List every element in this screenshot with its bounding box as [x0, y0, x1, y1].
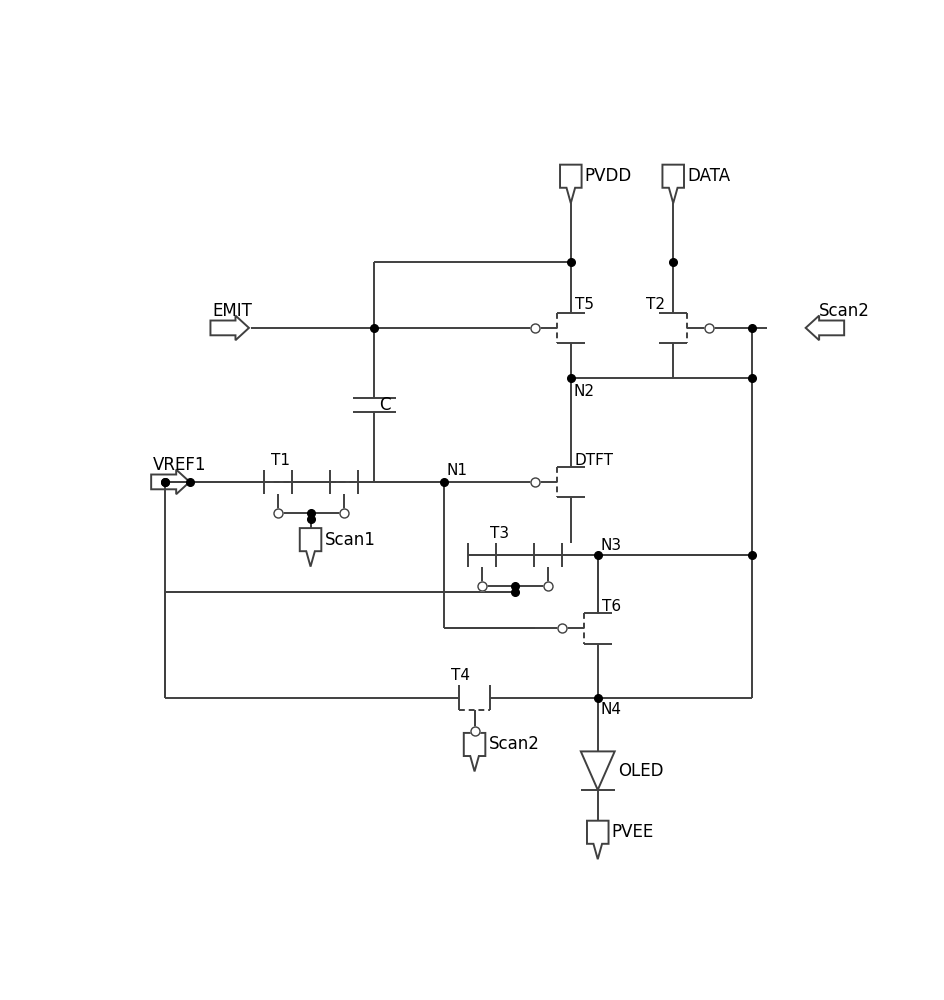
Text: T5: T5 [575, 297, 594, 312]
Text: N1: N1 [447, 463, 468, 478]
Text: OLED: OLED [617, 762, 664, 780]
Text: Scan2: Scan2 [819, 302, 870, 320]
Text: T4: T4 [451, 668, 470, 683]
Text: C: C [379, 396, 391, 414]
Text: T1: T1 [271, 453, 290, 468]
Text: DTFT: DTFT [575, 453, 614, 468]
Text: T3: T3 [490, 526, 509, 541]
Text: PVDD: PVDD [584, 167, 632, 185]
Text: VREF1: VREF1 [153, 456, 206, 474]
Text: DATA: DATA [687, 167, 731, 185]
Text: T2: T2 [647, 297, 666, 312]
Text: N3: N3 [600, 538, 622, 553]
Text: Scan1: Scan1 [325, 531, 376, 549]
Text: N4: N4 [600, 702, 622, 717]
Text: N2: N2 [574, 384, 595, 399]
Text: T6: T6 [601, 599, 621, 614]
Text: EMIT: EMIT [212, 302, 252, 320]
Text: PVEE: PVEE [612, 823, 654, 841]
Text: Scan2: Scan2 [488, 735, 539, 753]
